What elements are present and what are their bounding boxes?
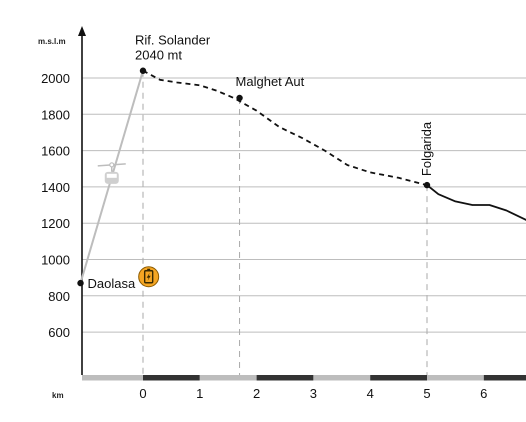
chart-icons <box>97 162 160 288</box>
km-bar-segment <box>82 375 143 381</box>
y-tick-label: 1600 <box>41 144 70 159</box>
x-tick-label: 1 <box>196 386 203 401</box>
waypoint-dot <box>236 94 243 102</box>
battery-tip <box>147 268 151 271</box>
trail-dashed-line <box>142 69 428 186</box>
ebike-charging-icon <box>138 266 160 288</box>
km-bar-segment <box>313 375 371 381</box>
cable-car-window <box>106 173 117 178</box>
x-tick-label: 3 <box>310 386 317 401</box>
cable-car-pulley <box>109 162 115 168</box>
y-tick-label: 1000 <box>41 253 70 268</box>
y-tick-label: 1400 <box>41 180 70 195</box>
tick-labels: 600 800 1000 1200 1400 1600 1800 2000 0 1 2 3 4 5 6 <box>41 71 487 401</box>
waypoint-label: Folgarida <box>419 121 434 176</box>
lightning-bolt <box>146 272 151 281</box>
x-axis-label: km <box>52 391 64 400</box>
waypoint-sublabel: 2040 mt <box>135 48 182 63</box>
km-bar-segment <box>483 375 526 381</box>
trail-solid-line <box>426 184 526 221</box>
y-tick-label: 800 <box>48 289 70 304</box>
waypoint-dot <box>139 67 147 74</box>
y-axis-label: m.s.l.m <box>38 37 66 46</box>
x-tick-label: 4 <box>367 386 374 401</box>
km-bar-segment <box>370 375 427 381</box>
x-tick-label: 0 <box>139 386 146 401</box>
y-tick-label: 1200 <box>41 216 70 231</box>
waypoint-label: Daolasa <box>88 276 136 291</box>
y-tick-label: 1800 <box>41 107 70 122</box>
x-tick-label: 6 <box>480 386 487 401</box>
km-bar-segment <box>256 375 314 381</box>
y-axis-arrow <box>78 26 86 36</box>
x-tick-label: 2 <box>253 386 260 401</box>
km-bar-segment <box>427 375 484 381</box>
km-bar-segment <box>199 375 257 381</box>
waypoint-label: Malghet Aut <box>236 74 305 89</box>
km-bar-segment <box>143 375 200 381</box>
waypoint-label: Rif. Solander <box>135 33 211 48</box>
waypoint-vertical-lines <box>142 70 428 375</box>
waypoint-dot <box>77 279 84 287</box>
cable-car-icon <box>97 162 126 184</box>
x-tick-label: 5 <box>423 386 430 401</box>
y-tick-label: 600 <box>48 325 70 340</box>
km-distance-bar <box>82 375 526 381</box>
grid-lines <box>82 77 526 333</box>
waypoint-dot <box>423 181 431 189</box>
y-tick-label: 2000 <box>41 71 70 86</box>
profile-lines <box>79 69 526 284</box>
y-axis <box>78 26 86 375</box>
